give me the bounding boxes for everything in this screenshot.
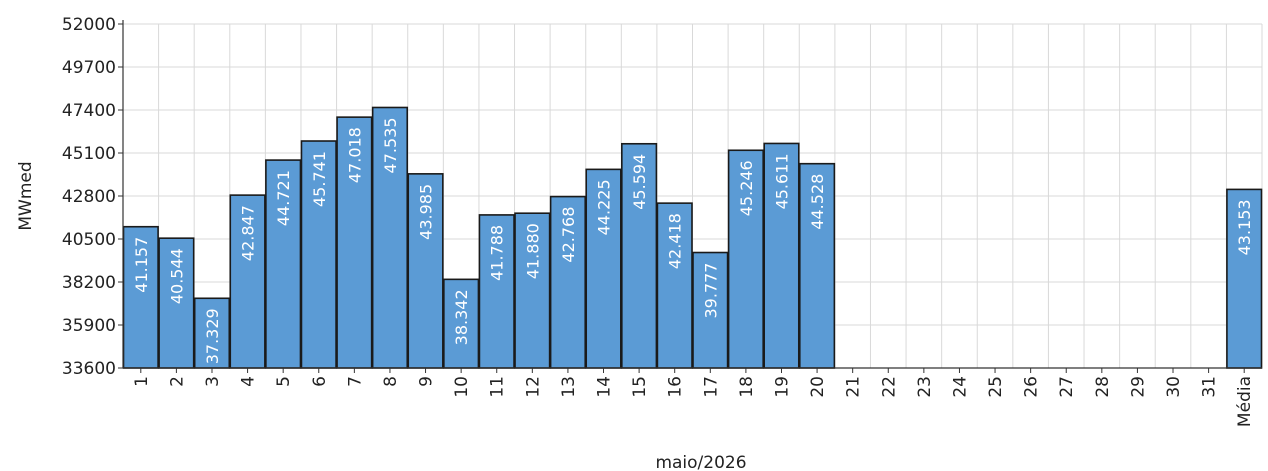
x-tick-label: 14: [595, 376, 615, 398]
x-tick-label: 9: [417, 376, 437, 387]
bar: [798, 162, 836, 369]
x-tick-label: 23: [915, 376, 935, 398]
y-tick-label: 35900: [62, 316, 116, 336]
data-label: 45.246: [737, 160, 756, 216]
x-axis-label: maio/2026: [655, 453, 746, 471]
data-label: 44.225: [595, 179, 614, 235]
x-tick-label: 22: [879, 376, 899, 398]
data-label: 45.611: [772, 153, 791, 209]
x-tick-label: 16: [666, 376, 686, 398]
data-label: 38.342: [452, 289, 471, 345]
bar: [692, 251, 729, 369]
y-tick-label: 33600: [62, 359, 116, 379]
bar: [443, 278, 480, 369]
bar: [727, 149, 764, 369]
x-tick-label: 11: [488, 376, 508, 398]
data-label: 41.788: [488, 225, 507, 281]
data-label: 41.157: [132, 237, 151, 293]
data-label: 44.528: [808, 174, 827, 230]
x-tick-label: 29: [1128, 376, 1148, 398]
data-labels: 41.157 40.544 37.329 42.847 44.721 45.741 47.0…: [132, 117, 1254, 364]
bar: [763, 142, 800, 369]
x-tick-label: 17: [701, 376, 721, 398]
x-tick-label: 24: [950, 376, 970, 398]
x-tick-label: 15: [630, 376, 650, 398]
data-label: 42.768: [559, 207, 578, 263]
data-label: 37.329: [203, 308, 222, 364]
x-tick-label: 20: [808, 376, 828, 398]
x-tick-labels: 1 2 3 4 5 6 7 8 9 10 11 12 13 14 15 16 17 18 19 20 21 22 23 24 2…: [132, 376, 1255, 427]
data-label: 42.847: [239, 205, 258, 261]
bars: [122, 106, 1263, 369]
bar: [193, 297, 231, 369]
x-tick-label: 6: [310, 376, 330, 387]
data-label: 40.544: [167, 248, 186, 304]
x-tick-label: 19: [772, 376, 792, 398]
bar: [407, 173, 444, 369]
y-axis-label: MWmed: [16, 161, 36, 230]
x-tick-label: 21: [844, 376, 864, 398]
bar: [229, 194, 266, 369]
bar: [514, 212, 551, 369]
data-label: 47.535: [381, 117, 400, 173]
y-tick-label: 42800: [62, 187, 116, 207]
x-tick-label: 26: [1022, 376, 1042, 398]
y-tick-label: 38200: [62, 273, 116, 293]
bar: [478, 214, 515, 369]
bar: [656, 202, 693, 369]
x-tick-label: 25: [986, 376, 1006, 398]
data-label: 45.594: [630, 154, 649, 210]
data-label: 42.418: [666, 213, 685, 269]
x-tick-label: 7: [345, 376, 365, 387]
x-tick-label: 18: [737, 376, 757, 398]
bar: [1226, 188, 1263, 369]
data-label: 43.153: [1235, 199, 1254, 255]
y-tick-labels: 33600 35900 38200 40500 42800 45100 47400 49700…: [62, 15, 116, 379]
x-tick-label: 27: [1057, 376, 1077, 398]
data-label: 47.018: [345, 127, 364, 183]
x-tick-label: 2: [167, 376, 187, 387]
x-tick-label: 1: [132, 376, 152, 387]
x-tick-label: 8: [381, 376, 401, 387]
data-label: 41.880: [523, 223, 542, 279]
data-label: 44.721: [274, 170, 293, 226]
axes: [118, 20, 1262, 373]
x-tick-label: 12: [523, 376, 543, 398]
x-tick-label: Média: [1235, 376, 1255, 427]
y-tick-label: 52000: [62, 15, 116, 35]
x-tick-label: 30: [1164, 376, 1184, 398]
x-tick-label: 31: [1200, 376, 1220, 398]
bar: [300, 140, 337, 369]
bar: [585, 168, 622, 369]
x-tick-label: 13: [559, 376, 579, 398]
x-tick-label: 28: [1093, 376, 1113, 398]
data-label: 39.777: [701, 263, 720, 319]
bar: [265, 159, 302, 369]
bar: [336, 116, 373, 369]
bar: [621, 142, 658, 369]
x-tick-label: 3: [203, 376, 223, 387]
y-tick-label: 40500: [62, 230, 116, 250]
y-tick-label: 45100: [62, 144, 116, 164]
data-label: 45.741: [310, 151, 329, 207]
data-label: 43.985: [417, 184, 436, 240]
y-tick-label: 47400: [62, 101, 116, 121]
bar: [371, 106, 409, 369]
x-tick-label: 4: [239, 376, 259, 387]
y-tick-label: 49700: [62, 58, 116, 78]
x-tick-label: 5: [274, 376, 294, 387]
x-tick-label: 10: [452, 376, 472, 398]
